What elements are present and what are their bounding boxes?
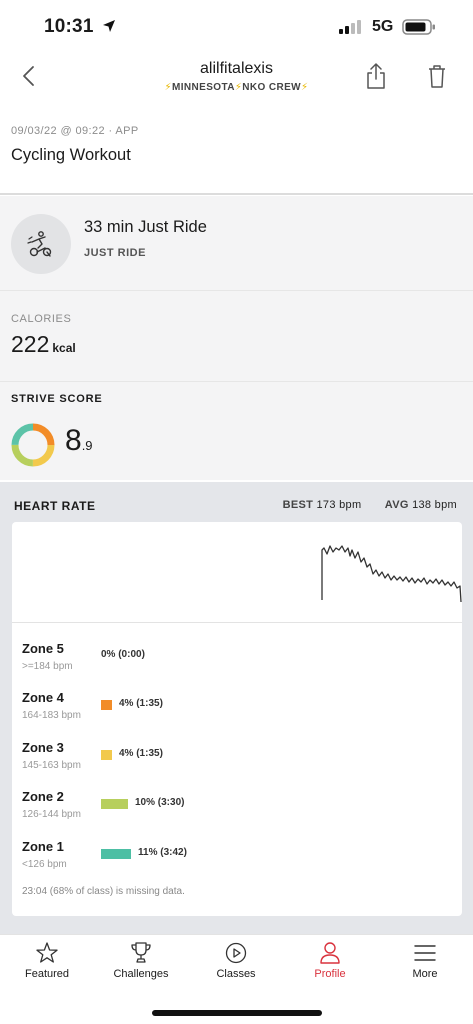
zone-name: Zone 3 xyxy=(22,740,64,755)
bottom-nav: Featured Challenges Classes Profile More xyxy=(0,934,473,1024)
divider xyxy=(0,193,473,195)
nav-item-more[interactable]: More xyxy=(380,935,470,991)
status-time: 10:31 xyxy=(44,16,116,38)
zone-bar xyxy=(101,700,112,710)
avg-value: 138 bpm xyxy=(412,499,457,511)
play-circle-icon xyxy=(225,942,247,964)
graph-divider xyxy=(12,622,462,623)
zone-row-5: Zone 5 >=184 bpm 0% (0:00) xyxy=(22,641,452,681)
class-badge xyxy=(11,214,71,274)
zone-name: Zone 4 xyxy=(22,690,64,705)
zone-value: 4% (1:35) xyxy=(119,748,163,759)
zone-range: 126-144 bpm xyxy=(22,809,81,820)
zone-name: Zone 5 xyxy=(22,641,64,656)
location-arrow-icon xyxy=(103,20,116,32)
trash-icon[interactable] xyxy=(425,62,449,90)
zone-row-3: Zone 3 145-163 bpm 4% (1:35) xyxy=(22,740,452,780)
donut-segment xyxy=(11,423,55,467)
network-type: 5G xyxy=(372,18,394,35)
battery-icon xyxy=(402,19,435,35)
zone-row-2: Zone 2 126-144 bpm 10% (3:30) xyxy=(22,789,452,829)
missing-data-note: 23:04 (68% of class) is missing data. xyxy=(22,886,185,897)
zone-range: 145-163 bpm xyxy=(22,760,81,771)
zone-bar xyxy=(101,750,112,760)
strive-score-dec: .9 xyxy=(81,438,93,453)
home-indicator[interactable] xyxy=(152,1010,322,1016)
nav-label: Profile xyxy=(314,968,346,980)
nav-label: Challenges xyxy=(113,968,169,980)
heart-rate-section: HEART RATE BEST 173 bpm AVG 138 bpm Zone… xyxy=(0,482,473,934)
username[interactable]: alilfitalexis xyxy=(200,60,273,77)
heart-rate-card: Zone 5 >=184 bpm 0% (0:00) Zone 4 164-18… xyxy=(12,522,462,916)
zone-range: 164-183 bpm xyxy=(22,710,81,721)
strive-score-value: 8.9 xyxy=(65,424,93,458)
strive-score-int: 8 xyxy=(65,424,82,457)
zone-range: >=184 bpm xyxy=(22,661,73,672)
nav-label: Featured xyxy=(24,968,70,980)
strive-score-section: STRIVE SCORE 8.9 xyxy=(0,382,473,480)
workout-title: Cycling Workout xyxy=(11,146,131,164)
star-icon xyxy=(36,942,58,963)
divider xyxy=(0,381,473,382)
zone-bar xyxy=(101,849,131,859)
user-subtitle: ⚡MINNESOTA⚡NKO CREW⚡ xyxy=(0,82,473,93)
zone-value: 0% (0:00) xyxy=(101,649,145,660)
heart-rate-stats: BEST 173 bpm AVG 138 bpm xyxy=(283,499,457,511)
class-type: JUST RIDE xyxy=(84,247,146,259)
signal-icon xyxy=(339,20,361,34)
zone-row-4: Zone 4 164-183 bpm 4% (1:35) xyxy=(22,690,452,730)
nav-label: Classes xyxy=(216,968,256,980)
avg-label: AVG xyxy=(384,499,409,511)
donut-segment xyxy=(11,423,55,467)
calories-unit: kcal xyxy=(52,341,76,355)
zone-row-1: Zone 1 <126 bpm 11% (3:42) xyxy=(22,839,452,879)
workout-meta: 09/03/22 @ 09:22 · APP xyxy=(11,125,139,137)
class-card[interactable]: 33 min Just Ride JUST RIDE xyxy=(0,196,473,290)
calories-section: CALORIES 222 kcal xyxy=(0,291,473,381)
cycling-icon xyxy=(27,231,52,257)
nav-item-classes[interactable]: Classes xyxy=(191,935,281,991)
calories-value: 222 xyxy=(11,331,50,357)
bolt-emoji: ⚡ xyxy=(234,82,243,93)
status-bar: 10:31 5G xyxy=(0,0,473,56)
bolt-emoji: ⚡ xyxy=(301,82,309,93)
bolt-emoji: ⚡ xyxy=(164,82,172,93)
donut-segment xyxy=(11,423,55,467)
subtitle-part: MINNESOTA xyxy=(171,82,235,93)
strive-donut-chart xyxy=(11,423,55,467)
strive-score-label: STRIVE SCORE xyxy=(11,393,103,405)
heart-rate-label: HEART RATE xyxy=(14,499,96,513)
top-header: alilfitalexis ⚡MINNESOTA⚡NKO CREW⚡ xyxy=(0,56,473,106)
zone-value: 11% (3:42) xyxy=(138,847,187,858)
menu-icon xyxy=(414,945,436,961)
best-value: 173 bpm xyxy=(316,499,362,511)
best-label: BEST xyxy=(282,499,314,511)
zone-bar xyxy=(101,799,128,809)
nav-item-profile[interactable]: Profile xyxy=(285,935,375,991)
back-chevron-icon[interactable] xyxy=(18,64,40,88)
divider xyxy=(0,290,473,291)
zone-value: 4% (1:35) xyxy=(119,698,163,709)
calories-label: CALORIES xyxy=(11,313,72,325)
nav-item-featured[interactable]: Featured xyxy=(2,935,92,991)
trophy-icon xyxy=(131,942,151,963)
subtitle-part: NKO CREW xyxy=(242,82,302,93)
nav-label: More xyxy=(412,968,438,980)
person-icon xyxy=(320,942,340,964)
zone-name: Zone 1 xyxy=(22,839,64,854)
calories-value-row: 222 kcal xyxy=(11,331,76,358)
zone-value: 10% (3:30) xyxy=(135,797,185,808)
heart-rate-graph xyxy=(321,545,462,603)
share-icon[interactable] xyxy=(364,62,388,90)
zone-range: <126 bpm xyxy=(22,859,67,870)
nav-item-challenges[interactable]: Challenges xyxy=(96,935,186,991)
zone-name: Zone 2 xyxy=(22,789,64,804)
heart-rate-line xyxy=(321,545,462,603)
class-name: 33 min Just Ride xyxy=(84,218,207,236)
status-time-text: 10:31 xyxy=(44,16,94,37)
